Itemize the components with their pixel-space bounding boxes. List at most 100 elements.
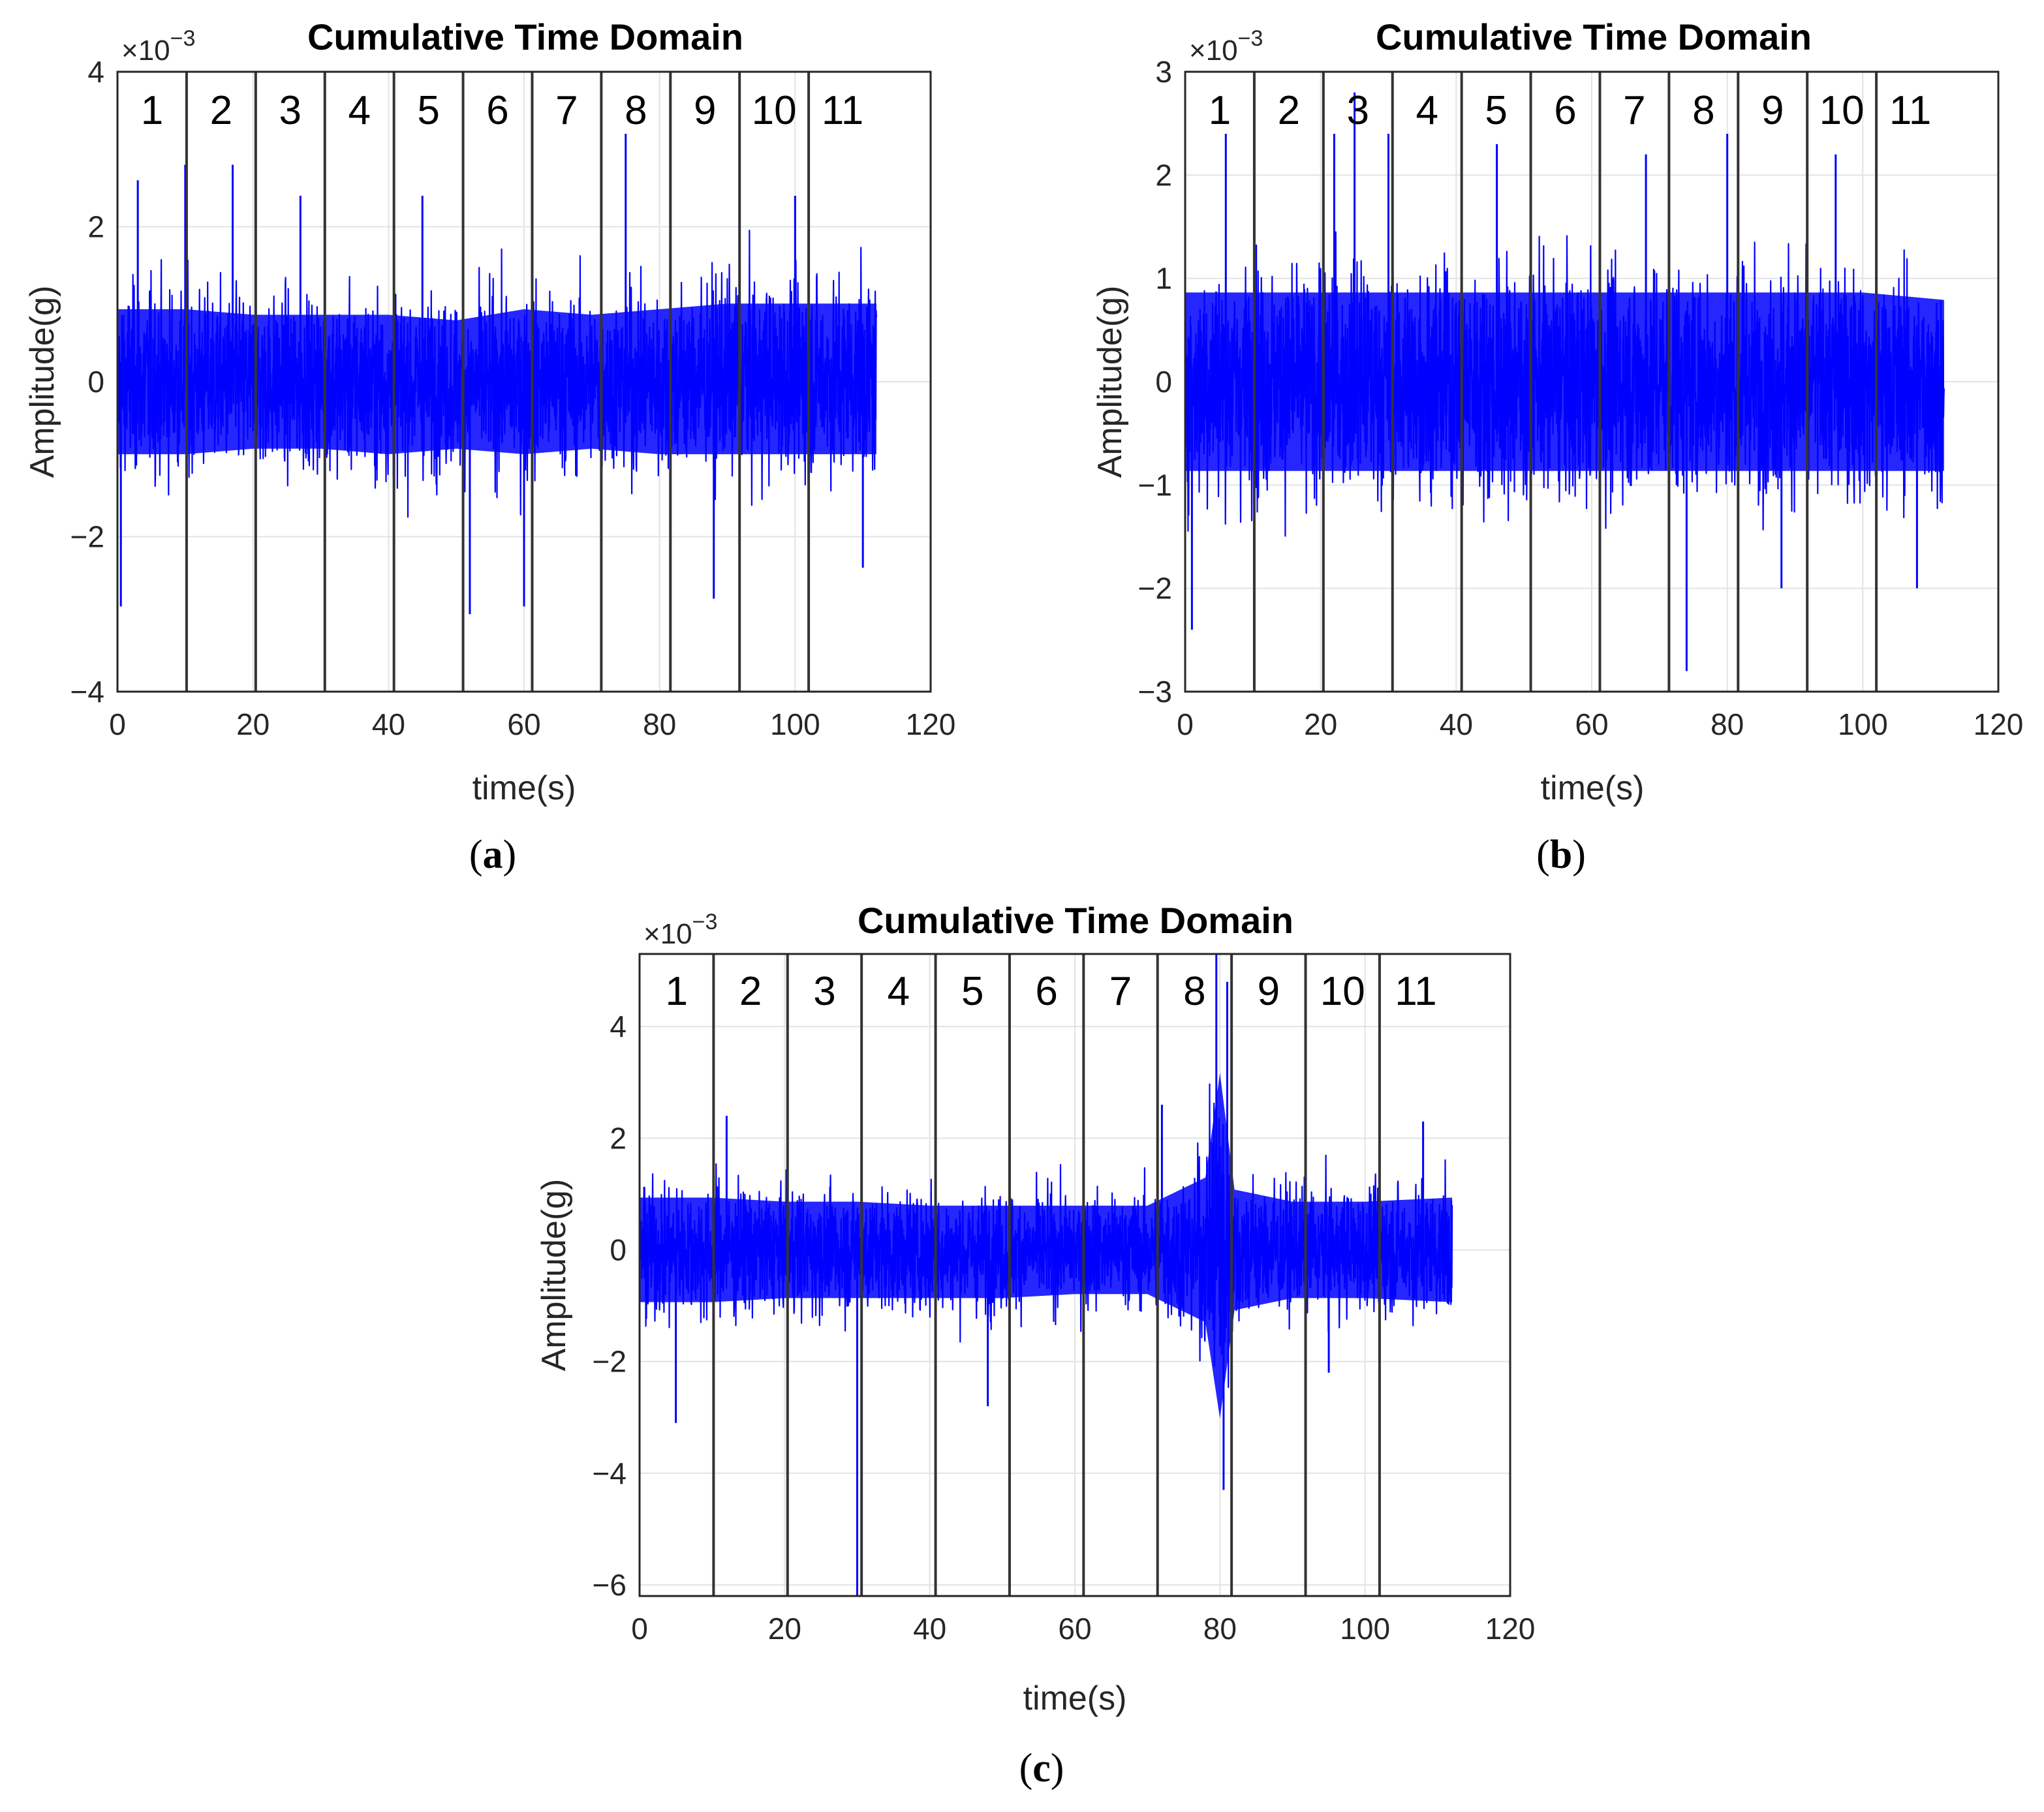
x-tick-label: 20 <box>236 707 270 741</box>
x-tick-label: 80 <box>1711 707 1744 741</box>
signal-core-band <box>640 1073 1453 1419</box>
y-tick-label: −1 <box>1138 468 1172 502</box>
y-tick-label: 2 <box>1155 158 1172 192</box>
y-axis-label-a: Amplitude(g) <box>23 286 61 478</box>
plot-frame-c <box>638 953 1511 1597</box>
segment-label: 1 <box>665 969 687 1014</box>
x-axis-label-a: time(s) <box>472 769 576 807</box>
x-tick-label: 100 <box>770 707 820 741</box>
segment-label: 10 <box>1819 88 1865 133</box>
y-tick-label: 4 <box>87 55 104 89</box>
y-axis-label-c: Amplitude(g) <box>535 1179 573 1372</box>
x-tick-labels-a: 0 20 40 60 80 100 120 <box>109 707 955 741</box>
y-tick-label: 2 <box>610 1121 627 1155</box>
segment-boundaries-a <box>185 72 811 692</box>
y-tick-label: 0 <box>87 365 104 399</box>
segment-label: 8 <box>1183 969 1205 1014</box>
chart-panel-a: 0 20 40 60 80 100 120 −4 −2 0 2 4 1 2 3 4 5 6 7 8 9 10 11 Cu… <box>23 16 955 877</box>
y-tick-label: −4 <box>70 675 104 709</box>
y-tick-label: −6 <box>593 1568 627 1602</box>
x-tick-label: 120 <box>1974 707 2024 741</box>
x-tick-label: 0 <box>1177 707 1194 741</box>
x-tick-label: 100 <box>1838 707 1888 741</box>
segment-label: 7 <box>1109 969 1132 1014</box>
y-tick-label: 0 <box>610 1233 627 1267</box>
plot-frame-a <box>116 70 932 693</box>
segment-boundaries-b <box>1252 72 1878 692</box>
x-tick-label: 40 <box>372 707 405 741</box>
y-tick-label: 4 <box>610 1009 627 1043</box>
y-tick-label: 3 <box>1155 55 1172 89</box>
segment-label: 5 <box>1485 88 1507 133</box>
signal-core-band <box>1185 292 1944 471</box>
y-multiplier-b: ×10−3 <box>1189 26 1263 67</box>
x-tick-label: 100 <box>1340 1612 1390 1646</box>
segment-label: 5 <box>961 969 983 1014</box>
segment-label: 2 <box>1278 88 1300 133</box>
segment-labels-a: 1 2 3 4 5 6 7 8 9 10 11 <box>141 88 863 133</box>
x-tick-labels-c: 0 20 40 60 80 100 120 <box>631 1612 1535 1646</box>
caption-b: (b) <box>1536 833 1586 877</box>
segment-label: 9 <box>694 88 716 133</box>
segment-label: 11 <box>1889 88 1931 133</box>
segment-label: 9 <box>1258 969 1280 1014</box>
x-tick-label: 20 <box>1304 707 1337 741</box>
caption-c: (c) <box>1019 1746 1064 1790</box>
segment-labels-c: 1 2 3 4 5 6 7 8 9 10 11 <box>665 969 1436 1014</box>
segment-label: 4 <box>888 969 910 1014</box>
segment-label: 10 <box>1320 969 1365 1014</box>
segment-label: 4 <box>348 88 370 133</box>
segment-label: 8 <box>1692 88 1714 133</box>
segment-label: 2 <box>739 969 762 1014</box>
y-tick-labels-a: −4 −2 0 2 4 <box>70 55 104 709</box>
segment-label: 6 <box>1035 969 1057 1014</box>
signal-c <box>638 954 1453 1596</box>
x-tick-label: 0 <box>631 1612 648 1646</box>
x-tick-label: 60 <box>1575 707 1608 741</box>
x-tick-label: 20 <box>768 1612 801 1646</box>
segment-label: 7 <box>555 88 578 133</box>
x-tick-label: 40 <box>1440 707 1473 741</box>
x-tick-label: 80 <box>643 707 676 741</box>
segment-label: 10 <box>752 88 797 133</box>
segment-label: 5 <box>417 88 439 133</box>
segment-label: 6 <box>1554 88 1576 133</box>
segment-label: 9 <box>1761 88 1784 133</box>
x-axis-label-b: time(s) <box>1541 769 1645 807</box>
x-tick-label: 120 <box>906 707 956 741</box>
x-axis-label-c: time(s) <box>1023 1680 1127 1717</box>
chart-title-c: Cumulative Time Domain <box>858 900 1293 941</box>
y-tick-label: −2 <box>70 520 104 554</box>
signal-core-band <box>117 303 876 455</box>
segment-label: 1 <box>141 88 163 133</box>
signal-a <box>116 134 877 615</box>
y-multiplier-a: ×10−3 <box>121 26 195 67</box>
y-tick-label: −4 <box>593 1456 627 1490</box>
x-tick-labels-b: 0 20 40 60 80 100 120 <box>1177 707 2023 741</box>
y-tick-label: 2 <box>87 210 104 244</box>
signal-b <box>1184 92 1945 671</box>
y-tick-label: 0 <box>1155 365 1172 399</box>
plot-frame-b <box>1184 70 2000 693</box>
segment-boundaries-c <box>712 954 1381 1596</box>
x-tick-label: 40 <box>913 1612 946 1646</box>
y-multiplier-c: ×10−3 <box>643 910 717 950</box>
segment-label: 6 <box>486 88 508 133</box>
y-tick-label: −3 <box>1138 675 1172 709</box>
y-tick-labels-b: −3 −2 −1 0 1 2 3 <box>1138 55 1172 709</box>
segment-label: 3 <box>1347 88 1369 133</box>
segment-label: 4 <box>1416 88 1438 133</box>
y-tick-labels-c: −6 −4 −2 0 2 4 <box>593 1009 627 1602</box>
segment-label: 8 <box>625 88 647 133</box>
chart-title-b: Cumulative Time Domain <box>1376 16 1812 57</box>
segment-label: 3 <box>279 88 302 133</box>
segment-label: 11 <box>1395 969 1436 1014</box>
y-tick-label: −2 <box>593 1345 627 1379</box>
x-tick-label: 60 <box>507 707 540 741</box>
x-tick-label: 0 <box>109 707 126 741</box>
y-tick-label: 1 <box>1155 262 1172 296</box>
chart-title-a: Cumulative Time Domain <box>307 16 743 57</box>
segment-label: 3 <box>813 969 835 1014</box>
